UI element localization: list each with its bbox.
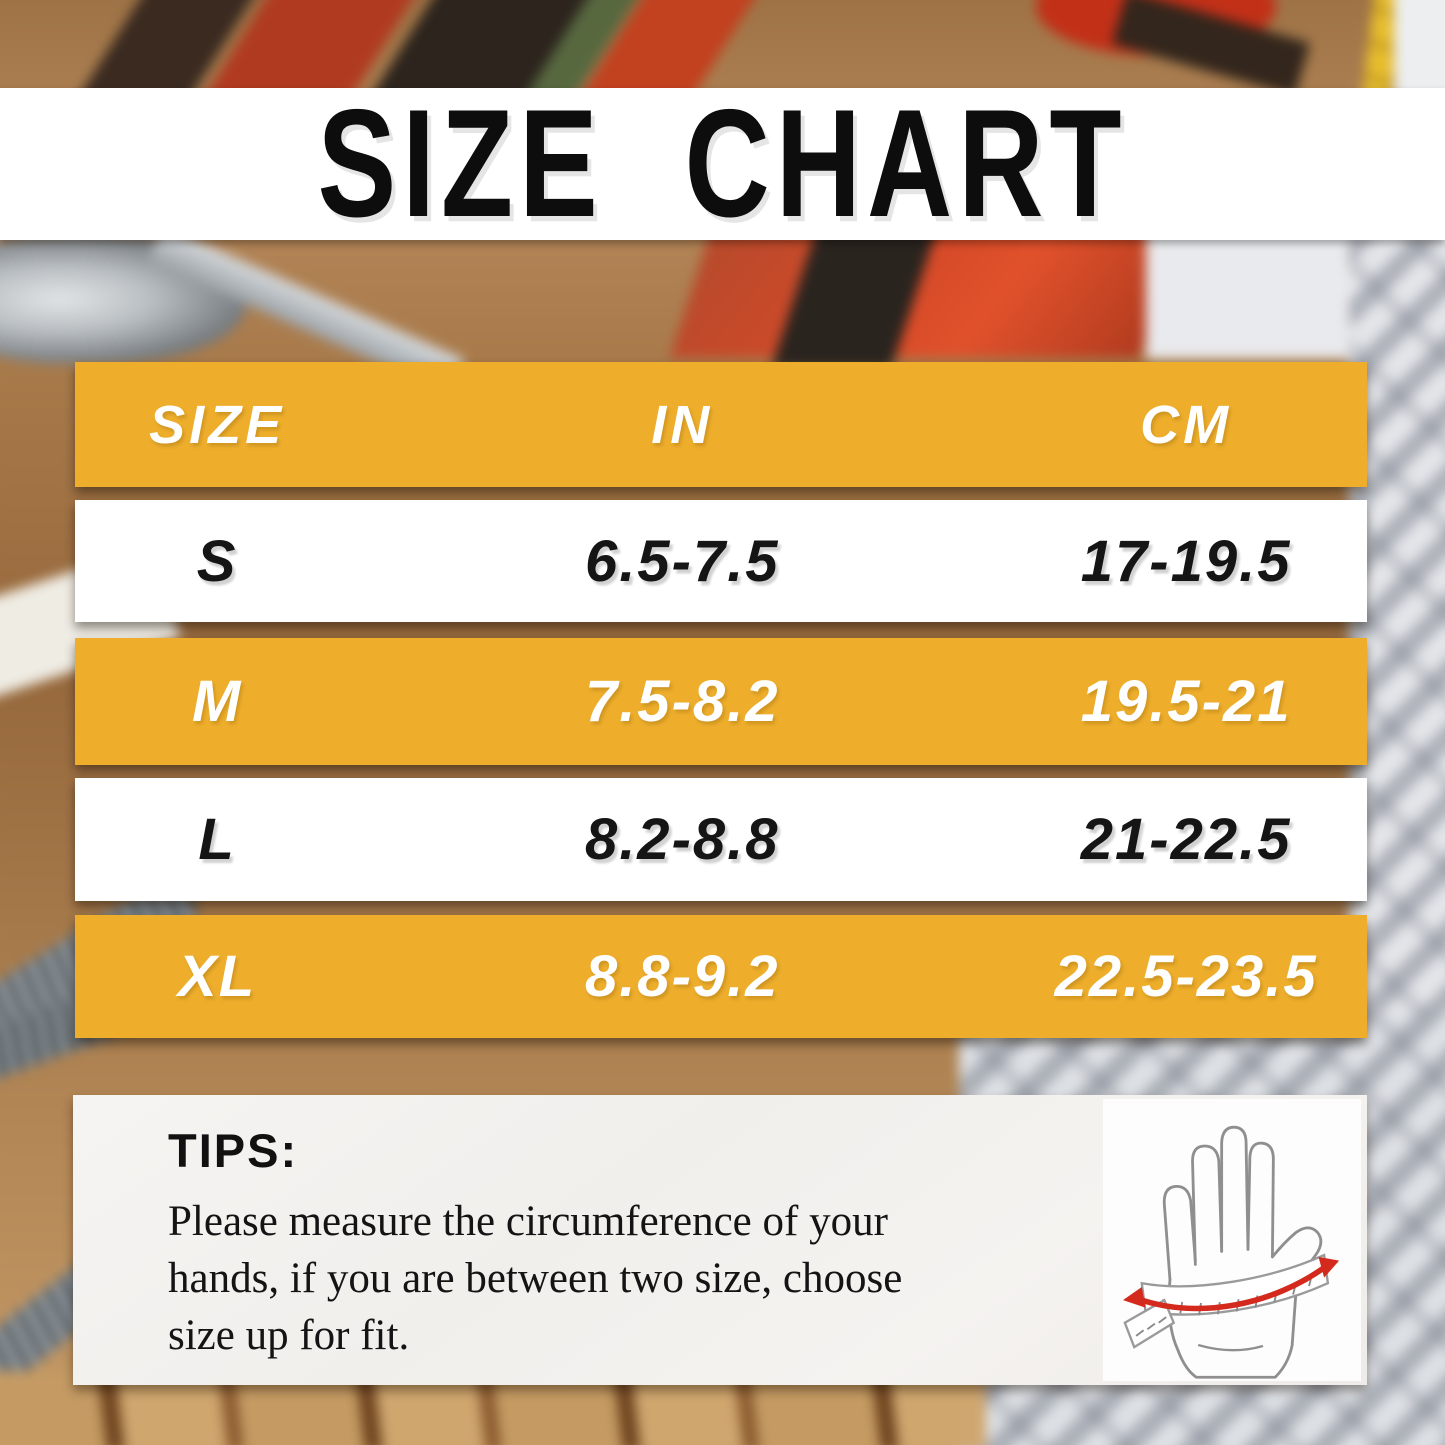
in-cell: 6.5-7.5	[584, 528, 780, 594]
in-cell: 8.8-9.2	[584, 944, 780, 1009]
header-cell-in: IN	[651, 394, 714, 455]
tips-line: size up for fit.	[168, 1312, 410, 1360]
table-row: S 6.5-7.5 17-19.5	[75, 500, 1367, 622]
table-row: XL 8.8-9.2 22.5-23.5	[75, 915, 1367, 1038]
table-row: L 8.2-8.8 21-22.5	[75, 778, 1367, 901]
cm-cell: 22.5-23.5	[1054, 944, 1318, 1009]
in-cell: 8.2-8.8	[584, 807, 780, 872]
tips-line: Please measure the circumference of your	[168, 1198, 888, 1245]
cm-cell: 17-19.5	[1080, 528, 1292, 594]
in-cell: 7.5-8.2	[584, 669, 780, 734]
cm-cell: 19.5-21	[1080, 669, 1292, 734]
cm-cell: 21-22.5	[1080, 807, 1292, 872]
size-cell: L	[198, 807, 236, 872]
title-banner: SIZE CHART	[0, 78, 1445, 250]
tips-panel: TIPS: Please measure the circumference o…	[73, 1095, 1367, 1385]
tips-heading: TIPS:	[168, 1124, 299, 1177]
tips-body: Please measure the circumference of your…	[168, 1193, 902, 1365]
table-header-row: SIZE IN CM	[75, 362, 1367, 487]
header-cell-size: SIZE	[149, 394, 286, 455]
hand-measure-icon	[1122, 1125, 1340, 1379]
size-cell: XL	[178, 944, 257, 1009]
tips-line: hands, if you are between two size, choo…	[168, 1255, 903, 1303]
table-row: M 7.5-8.2 19.5-21	[75, 638, 1367, 765]
hand-measure-card	[1103, 1099, 1361, 1381]
header-cell-cm: CM	[1140, 394, 1233, 455]
page-title: SIZE CHART	[317, 78, 1128, 250]
size-cell: M	[191, 669, 243, 734]
size-cell: S	[196, 528, 238, 594]
